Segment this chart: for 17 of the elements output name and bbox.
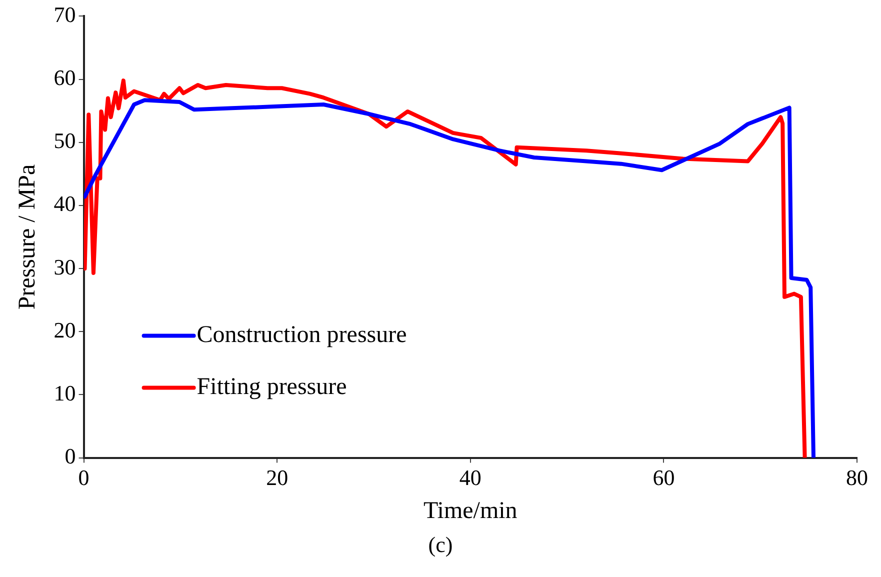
x-tick-label: 40 xyxy=(459,464,482,490)
y-tick-label: 70 xyxy=(54,2,76,27)
y-tick-label: 10 xyxy=(54,380,76,406)
x-tick-label: 80 xyxy=(846,464,868,490)
legend-label: Fitting pressure xyxy=(196,374,347,400)
y-tick-label: 40 xyxy=(54,191,76,216)
x-tick-label: 20 xyxy=(266,464,288,490)
legend-label: Construction pressure xyxy=(196,322,407,348)
x-tick-label: 60 xyxy=(652,464,675,490)
y-tick-label: 50 xyxy=(54,128,76,154)
x-axis-title: Time/min xyxy=(423,498,518,524)
text: (c) xyxy=(427,532,454,558)
y-tick-label: 20 xyxy=(54,317,76,342)
y-tick-label: 0 xyxy=(64,444,76,469)
y-tick-label: 30 xyxy=(54,254,76,280)
y-axis-title: Pressure / MPa xyxy=(14,164,41,310)
y-tick-label: 60 xyxy=(54,65,76,90)
